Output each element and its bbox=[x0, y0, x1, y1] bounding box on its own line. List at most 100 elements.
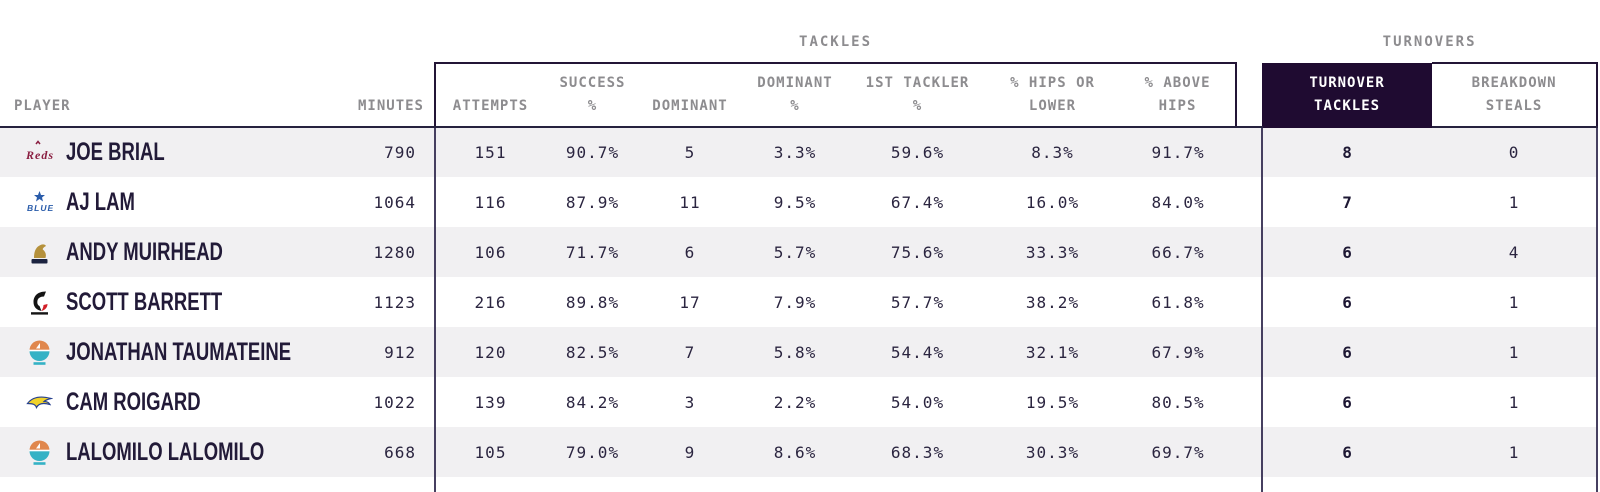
cell-hips-or-lower-pct: 32.1% bbox=[985, 327, 1120, 377]
cell-breakdown-steals: 1 bbox=[1432, 377, 1599, 427]
col-header-attempts[interactable]: ATTEMPTS bbox=[434, 62, 545, 128]
cell-success-pct: 84.2% bbox=[545, 377, 640, 427]
table-row: SCOTT BARRETT 1123 216 89.8% 17 7.9% 57.7% 38.2… bbox=[0, 277, 1599, 327]
cell-hips-or-lower-pct: 8.3% bbox=[985, 127, 1120, 177]
table-row: ANDY MUIRHEAD 1280 106 71.7% 6 5.7% 75.6% 33.3%… bbox=[0, 227, 1599, 277]
cell-above-hips-pct: 67.9% bbox=[1120, 327, 1237, 377]
cell-empty bbox=[985, 477, 1120, 492]
player-name: AJ LAM bbox=[66, 187, 135, 216]
cell-attempts: 105 bbox=[434, 427, 545, 477]
cell-success-pct: 79.0% bbox=[545, 427, 640, 477]
cell-turnover-tackles: 6 bbox=[1261, 377, 1433, 427]
cell-above-hips-pct: 66.7% bbox=[1120, 227, 1237, 277]
cell-first-tackler-pct: 59.6% bbox=[850, 127, 985, 177]
team-logo-brumbies bbox=[26, 239, 53, 266]
cell-hips-or-lower-pct: 38.2% bbox=[985, 277, 1120, 327]
cell-minutes: 1022 bbox=[332, 377, 435, 427]
col-header-success-pct[interactable]: SUCCESS % bbox=[545, 62, 640, 128]
cell-empty bbox=[1432, 477, 1599, 492]
cell-breakdown-steals: 4 bbox=[1432, 227, 1599, 277]
cell-dominant-pct: 7.9% bbox=[740, 277, 850, 327]
col-header-breakdown-steals[interactable]: BREAKDOWN STEALS bbox=[1432, 62, 1599, 128]
cell-empty bbox=[740, 477, 850, 492]
col-header-first-tackler-pct[interactable]: 1ST TACKLER % bbox=[850, 62, 985, 128]
cell-first-tackler-pct: 75.6% bbox=[850, 227, 985, 277]
group-spacer bbox=[0, 0, 435, 63]
cell-turnover-tackles: 6 bbox=[1261, 227, 1433, 277]
col-header-above-hips-pct[interactable]: % ABOVE HIPS bbox=[1120, 62, 1238, 128]
cell-above-hips-pct: 80.5% bbox=[1120, 377, 1237, 427]
team-logo-crusaders bbox=[26, 289, 53, 316]
cell-attempts: 216 bbox=[434, 277, 545, 327]
team-logo-reds: Reds bbox=[26, 139, 53, 166]
cell-hips-or-lower-pct: 33.3% bbox=[985, 227, 1120, 277]
column-gap bbox=[1236, 477, 1263, 492]
column-gap bbox=[1236, 127, 1263, 177]
cell-first-tackler-pct: 54.0% bbox=[850, 377, 985, 427]
team-logo-moana-pasifika bbox=[26, 339, 53, 366]
cell-success-pct: 87.9% bbox=[545, 177, 640, 227]
cell-minutes: 668 bbox=[332, 427, 435, 477]
column-gap bbox=[1236, 327, 1263, 377]
cell-turnover-tackles: 8 bbox=[1261, 127, 1433, 177]
player-cell: CAM ROIGARD bbox=[26, 388, 332, 417]
player-name: SCOTT BARRETT bbox=[66, 287, 223, 316]
col-header-player[interactable]: PLAYER bbox=[0, 63, 332, 128]
cell-hips-or-lower-pct: 30.3% bbox=[985, 427, 1120, 477]
table-row: BLUES AJ LAM 106411687.9%119.5%67.4%16.0%8… bbox=[0, 177, 1599, 227]
cell-player: JONATHAN TAUMATEINE bbox=[0, 327, 332, 377]
cell-minutes: 912 bbox=[332, 327, 435, 377]
cell-player: LALOMILO LALOMILO bbox=[0, 427, 332, 477]
cell-above-hips-pct: 69.7% bbox=[1120, 427, 1237, 477]
col-header-hips-or-lower-pct[interactable]: % HIPS OR LOWER bbox=[985, 62, 1120, 128]
table-body: Reds JOE BRIAL 790 151 90.7% 5 3.3% 59.6% 8.3% 91… bbox=[0, 127, 1599, 492]
col-header-turnover-tackles[interactable]: TURNOVER TACKLES bbox=[1262, 63, 1433, 128]
player-name: CAM ROIGARD bbox=[66, 387, 201, 416]
cell-player: CAM ROIGARD bbox=[0, 377, 332, 427]
table-row: LALOMILO LALOMILO 668 105 79.0% 9 8.6% 68.3% 30… bbox=[0, 427, 1599, 477]
cell-dominant: 17 bbox=[640, 277, 740, 327]
cell-breakdown-steals: 1 bbox=[1432, 427, 1599, 477]
cell-attempts: 106 bbox=[434, 227, 545, 277]
column-gap bbox=[1236, 277, 1263, 327]
cell-breakdown-steals: 1 bbox=[1432, 177, 1599, 227]
player-cell: LALOMILO LALOMILO bbox=[26, 438, 332, 467]
cell-player: Reds JOE BRIAL bbox=[0, 127, 332, 177]
cell-success-pct: 71.7% bbox=[545, 227, 640, 277]
cell-attempts: 139 bbox=[434, 377, 545, 427]
cell-turnover-tackles: 6 bbox=[1261, 427, 1433, 477]
cell-minutes: 1064 bbox=[332, 177, 435, 227]
cell-above-hips-pct: 91.7% bbox=[1120, 127, 1237, 177]
player-name: LALOMILO LALOMILO bbox=[66, 437, 265, 466]
cell-dominant: 9 bbox=[640, 427, 740, 477]
player-cell: BLUES AJ LAM bbox=[26, 188, 332, 217]
cell-hips-or-lower-pct: 19.5% bbox=[985, 377, 1120, 427]
cell-breakdown-steals: 1 bbox=[1432, 277, 1599, 327]
cell-player: ANDY MUIRHEAD bbox=[0, 227, 332, 277]
player-name: ANDY MUIRHEAD bbox=[66, 237, 223, 266]
cell-turnover-tackles: 6 bbox=[1261, 327, 1433, 377]
cell-breakdown-steals: 1 bbox=[1432, 327, 1599, 377]
cell-dominant: 7 bbox=[640, 327, 740, 377]
cell-minutes: 790 bbox=[332, 127, 435, 177]
cell-dominant-pct: 2.2% bbox=[740, 377, 850, 427]
col-header-dominant-pct[interactable]: DOMINANT % bbox=[740, 62, 850, 128]
cell-dominant: 11 bbox=[640, 177, 740, 227]
cell-success-pct: 89.8% bbox=[545, 277, 640, 327]
cell-first-tackler-pct: 54.4% bbox=[850, 327, 985, 377]
table-row: Reds JOE BRIAL 790 151 90.7% 5 3.3% 59.6% 8.3% 91… bbox=[0, 127, 1599, 177]
column-gap bbox=[1236, 377, 1263, 427]
cell-dominant-pct: 3.3% bbox=[740, 127, 850, 177]
cell-first-tackler-pct: 67.4% bbox=[850, 177, 985, 227]
player-cell: SCOTT BARRETT bbox=[26, 288, 332, 317]
column-gap bbox=[1236, 427, 1263, 477]
team-logo-moana-pasifika bbox=[26, 439, 53, 466]
cell-above-hips-pct: 84.0% bbox=[1120, 177, 1237, 227]
cell-empty bbox=[545, 477, 640, 492]
cell-empty bbox=[1120, 477, 1237, 492]
svg-text:Reds: Reds bbox=[26, 148, 53, 162]
col-header-minutes[interactable]: MINUTES bbox=[332, 63, 435, 128]
cell-success-pct: 90.7% bbox=[545, 127, 640, 177]
col-header-dominant[interactable]: DOMINANT bbox=[640, 62, 740, 128]
